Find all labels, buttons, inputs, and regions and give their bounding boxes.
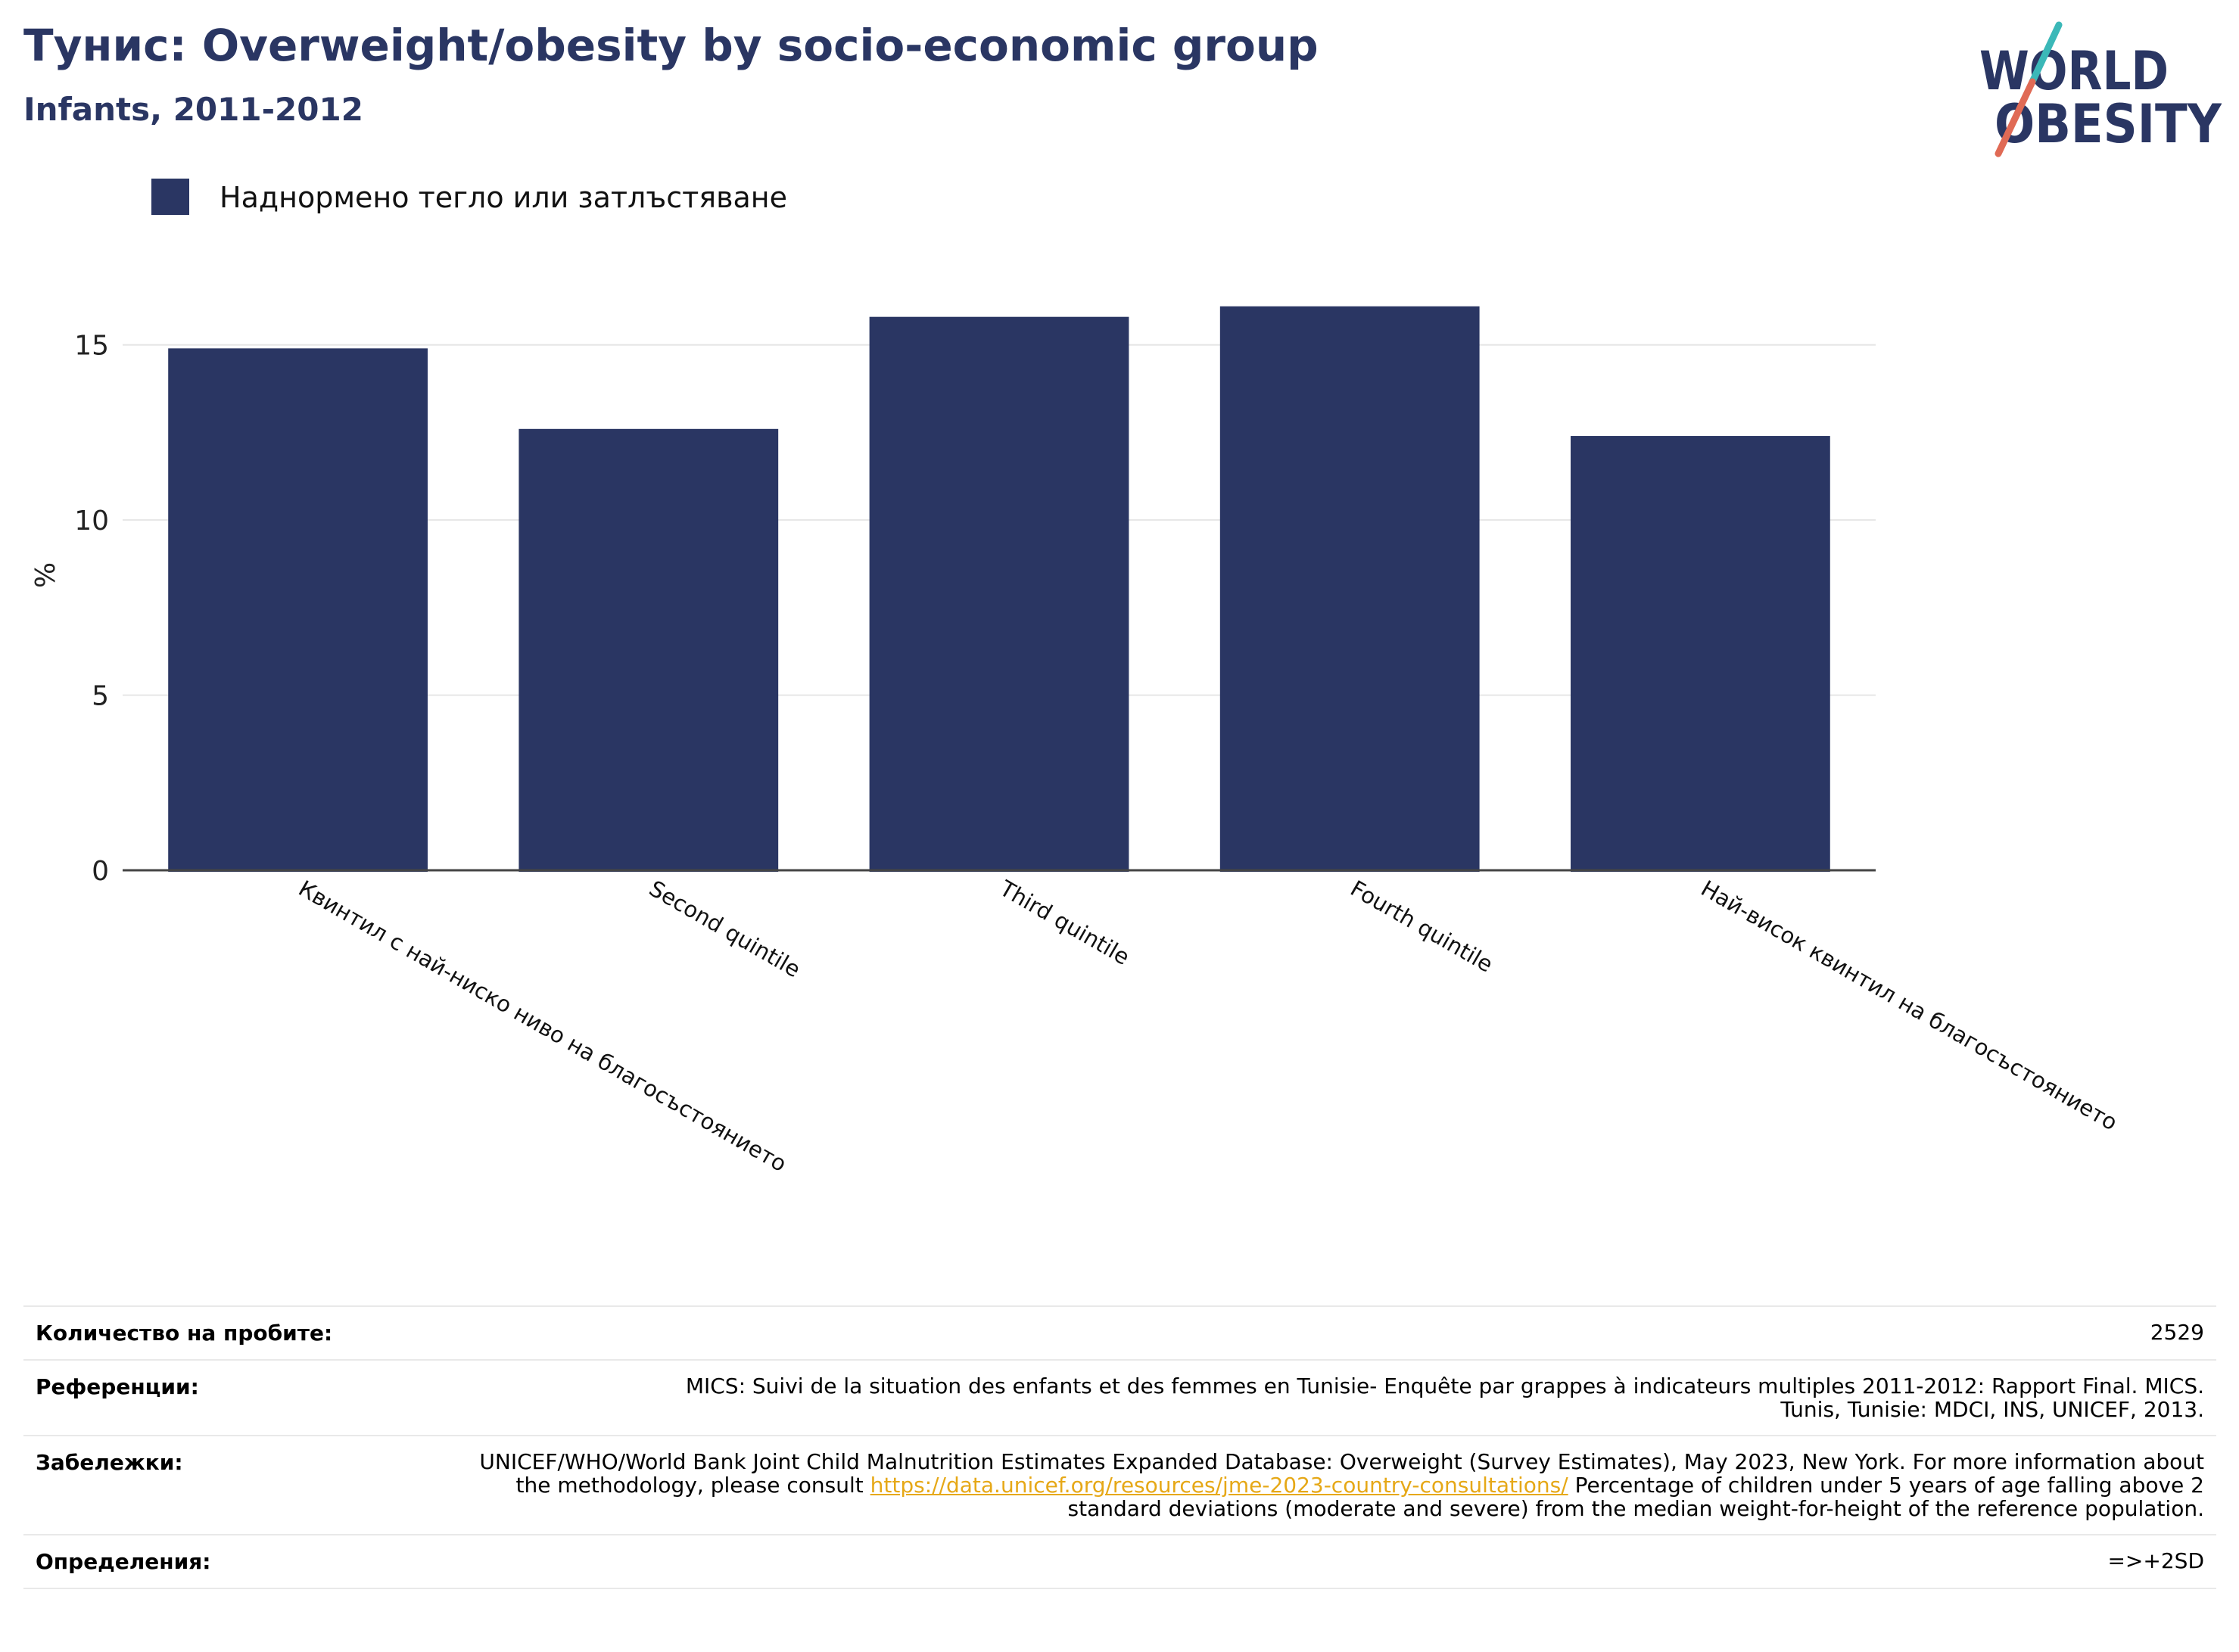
y-tick-label: 0 xyxy=(92,856,109,887)
bar-chart: 0 5 10 15 Квинтил с най-ниско ниво на благо… xyxy=(30,179,2122,1177)
x-tick-label: Fourth quintile xyxy=(1346,876,1497,978)
y-tick-label: 15 xyxy=(74,331,109,362)
notes-link[interactable]: https://data.unicef.org/resources/jme-20… xyxy=(870,1473,1568,1498)
bar[interactable] xyxy=(869,316,1129,873)
x-tick-label: Second quintile xyxy=(645,876,805,983)
x-tick-labels: Квинтил с най-ниско ниво на благосъстоян… xyxy=(294,875,2122,1177)
bar[interactable] xyxy=(1571,436,1830,872)
legend-swatch xyxy=(151,179,189,215)
meta-row-references: Референции: MICS: Suivi de la situation … xyxy=(23,1361,2216,1436)
x-tick-label: Най-висок квинтил на благосъстоянието xyxy=(1697,876,2122,1136)
notes-text-after: Percentage of children under 5 years of … xyxy=(1067,1473,2204,1521)
y-axis-label: % xyxy=(30,562,61,588)
definitions-value: =>+2SD xyxy=(2107,1548,2204,1573)
chart-title: Тунис: Overweight/obesity by socio-econo… xyxy=(23,20,1319,71)
meta-row-notes: Забележки: UNICEF/WHO/World Bank Joint C… xyxy=(23,1436,2216,1535)
meta-row-sample-size: Количество на пробите: 2529 xyxy=(23,1307,2216,1361)
logo-slash-top xyxy=(2029,21,2063,86)
logo-line1: WORLD xyxy=(1979,40,2169,102)
references-value: MICS: Suivi de la situation des enfants … xyxy=(685,1374,2204,1422)
notes-text-before: UNICEF/WHO/World Bank Joint Child Malnut… xyxy=(479,1449,2204,1498)
references-label: Референции: xyxy=(36,1374,199,1399)
definitions-label: Определения: xyxy=(36,1549,211,1574)
sample-size-label: Количество на пробите: xyxy=(36,1321,333,1346)
notes-value: UNICEF/WHO/World Bank Joint Child Malnut… xyxy=(463,1450,2204,1520)
bars xyxy=(168,306,1830,873)
metadata-table: Количество на пробите: 2529 Референции: … xyxy=(23,1305,2216,1589)
legend[interactable]: Наднормено тегло или затлъстяване xyxy=(151,179,787,215)
logo-slash-bottom xyxy=(1995,78,2036,157)
legend-label: Наднормено тегло или затлъстяване xyxy=(220,181,787,214)
meta-row-definitions: Определения: =>+2SD xyxy=(23,1535,2216,1589)
logo-line2: OBESITY xyxy=(1995,93,2222,155)
notes-label: Забележки: xyxy=(36,1450,183,1475)
bar[interactable] xyxy=(518,428,779,872)
bar[interactable] xyxy=(168,348,428,872)
world-obesity-logo: WORLD OBESITY xyxy=(1979,21,2222,157)
bar[interactable] xyxy=(1219,306,1480,872)
y-tick-label: 10 xyxy=(74,506,109,537)
x-tick-label: Third quintile xyxy=(995,875,1134,970)
y-tick-label: 5 xyxy=(92,681,109,712)
y-tick-labels: 0 5 10 15 xyxy=(74,331,109,887)
sample-size-value: 2529 xyxy=(2150,1320,2204,1345)
chart-subtitle: Infants, 2011-2012 xyxy=(23,91,363,128)
